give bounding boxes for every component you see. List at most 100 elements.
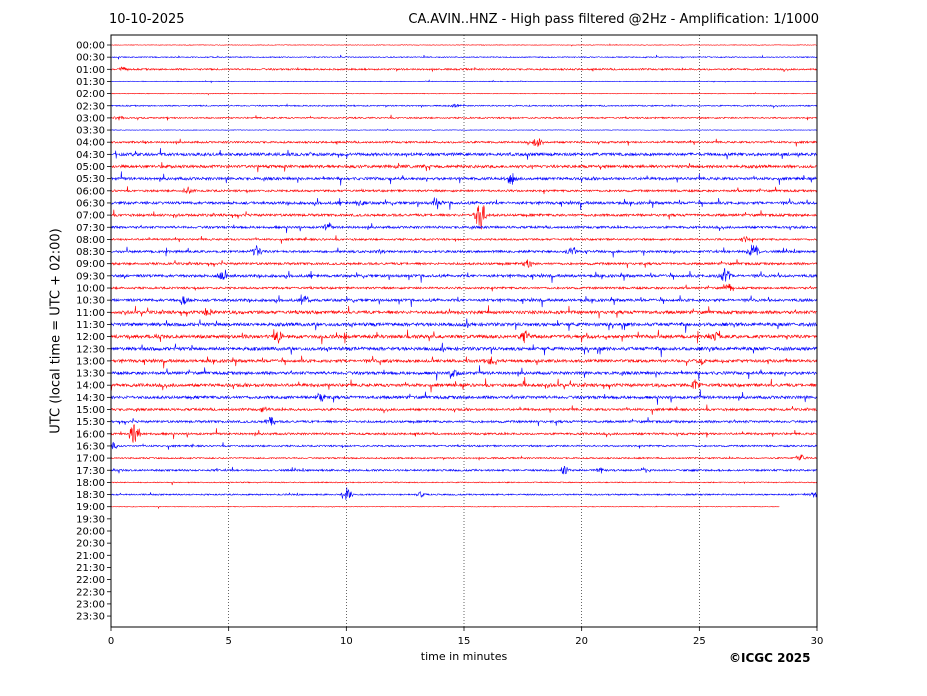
y-tick-label: 02:30 [76, 101, 105, 112]
trace-1430 [110, 389, 818, 405]
trace-1500 [110, 404, 818, 415]
x-tick-label: 10 [340, 636, 353, 647]
trace-1230 [110, 342, 818, 358]
y-tick-label: 20:00 [76, 527, 105, 538]
y-tick-label: 22:00 [76, 575, 105, 586]
x-tick-label: 0 [108, 636, 114, 647]
seismic-traces [110, 43, 818, 510]
y-tick-label: 21:00 [76, 551, 105, 562]
y-tick-label: 00:30 [76, 53, 105, 64]
y-tick-label: 18:30 [76, 490, 105, 501]
y-tick-label: 01:00 [76, 65, 105, 76]
y-tick-label: 12:00 [76, 332, 105, 343]
x-tick-label: 15 [458, 636, 471, 647]
trace-0430 [110, 148, 818, 160]
y-tick-label: 15:00 [76, 405, 105, 416]
trace-1530 [110, 416, 818, 427]
y-tick-label: 00:00 [76, 41, 105, 52]
y-tick-label: 14:30 [76, 393, 105, 404]
trace-1130 [110, 318, 817, 333]
x-tick-label: 5 [225, 636, 231, 647]
y-tick-label: 23:00 [76, 599, 105, 610]
trace-0630 [110, 197, 818, 210]
y-tick-label: 05:30 [76, 174, 105, 185]
trace-0400 [110, 137, 818, 147]
trace-0830 [110, 244, 818, 258]
trace-0500 [110, 162, 818, 173]
y-tick-label: 09:00 [76, 259, 105, 270]
copyright-notice: ©ICGC 2025 [729, 651, 811, 665]
trace-0230 [110, 103, 818, 109]
x-tick-label: 25 [693, 636, 706, 647]
y-tick-label: 20:30 [76, 539, 105, 550]
y-tick-label: 03:00 [76, 113, 105, 124]
plot-frame [110, 34, 818, 628]
y-tick-label: 07:30 [76, 223, 105, 234]
y-tick-label: 17:30 [76, 466, 105, 477]
trace-1730 [110, 466, 818, 475]
y-tick-label: 10:30 [76, 296, 105, 307]
y-tick-label: 05:00 [76, 162, 105, 173]
trace-0030 [110, 54, 818, 60]
y-tick-label: 04:00 [76, 138, 105, 149]
y-tick-label: 19:00 [76, 502, 105, 513]
trace-1700 [110, 454, 818, 461]
trace-1100 [110, 305, 818, 319]
trace-0530 [110, 171, 818, 186]
y-tick-label: 23:30 [76, 612, 105, 623]
y-tick-label: 03:30 [76, 126, 105, 137]
y-tick-label: 08:00 [76, 235, 105, 246]
y-tick-label: 13:00 [76, 356, 105, 367]
y-tick-label: 11:00 [76, 308, 105, 319]
y-tick-label: 06:00 [76, 186, 105, 197]
y-tick-label: 08:30 [76, 247, 105, 258]
trace-1630 [110, 441, 818, 450]
trace-0800 [110, 235, 818, 244]
plot-date: 10-10-2025 [109, 12, 185, 27]
trace-0730 [110, 222, 818, 234]
y-tick-label: 21:30 [76, 563, 105, 574]
trace-1030 [110, 294, 818, 308]
y-tick-label: 17:00 [76, 454, 105, 465]
y-tick-label: 01:30 [76, 77, 105, 88]
trace-1800 [110, 480, 818, 486]
trace-0200 [110, 91, 818, 96]
trace-1900 [110, 505, 780, 510]
trace-0900 [110, 259, 818, 269]
y-tick-label: 10:00 [76, 284, 105, 295]
x-axis-label: time in minutes [420, 650, 508, 663]
trace-0930 [110, 268, 818, 283]
trace-0000 [110, 43, 818, 47]
trace-0100 [110, 66, 818, 73]
y-tick-label: 04:30 [76, 150, 105, 161]
y-tick-label: 18:00 [76, 478, 105, 489]
trace-1400 [110, 377, 818, 393]
trace-0130 [110, 79, 817, 84]
y-tick-label: 13:30 [76, 369, 105, 380]
y-tick-label: 12:30 [76, 344, 105, 355]
y-tick-label: 16:30 [76, 441, 105, 452]
y-tick-label: 09:30 [76, 271, 105, 282]
trace-0600 [110, 186, 818, 195]
y-tick-label: 07:00 [76, 211, 105, 222]
trace-1330 [110, 365, 818, 381]
trace-0330 [110, 128, 818, 131]
trace-1300 [110, 355, 818, 369]
y-tick-label: 14:00 [76, 381, 105, 392]
y-tick-label: 15:30 [76, 417, 105, 428]
x-tick-label: 30 [811, 636, 824, 647]
x-axis-ticks: 0 5 10 15 20 25 30 [108, 627, 824, 647]
trace-0300 [110, 114, 818, 121]
y-tick-label: 22:30 [76, 587, 105, 598]
x-tick-label: 20 [575, 636, 588, 647]
vertical-grid [228, 35, 700, 627]
trace-1830 [110, 487, 818, 500]
y-tick-label: 16:00 [76, 429, 105, 440]
y-tick-label: 06:30 [76, 198, 105, 209]
plot-title: CA.AVIN..HNZ - High pass filtered @2Hz -… [408, 12, 819, 27]
trace-1000 [110, 283, 818, 292]
trace-1200 [110, 329, 818, 345]
